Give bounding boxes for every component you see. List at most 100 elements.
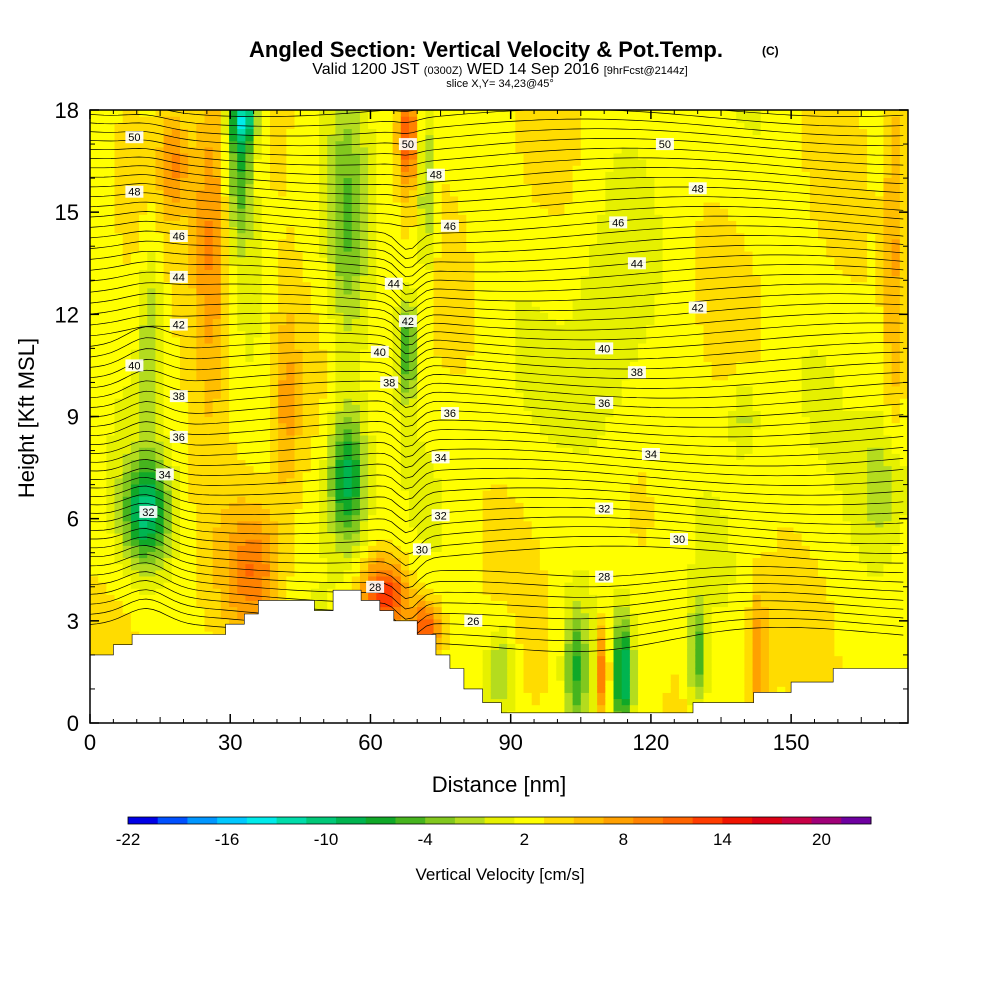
velocity-cell [220,575,230,583]
velocity-cell [294,502,304,510]
velocity-cell [409,416,418,424]
velocity-cell [229,140,238,148]
velocity-cell [130,465,140,473]
velocity-cell [425,250,435,258]
velocity-cell [278,257,287,264]
velocity-cell [286,483,296,491]
velocity-cell [212,545,222,552]
velocity-cell [269,569,279,577]
velocity-cell [392,177,402,185]
velocity-cell [114,582,124,589]
velocity-cell [269,526,279,534]
velocity-cell [163,349,173,356]
velocity-cell [302,250,312,258]
velocity-cell [122,606,132,614]
velocity-cell [229,563,238,571]
velocity-cell [335,183,345,191]
velocity-cell [376,226,386,234]
velocity-cell [188,281,197,289]
velocity-cell [482,183,492,191]
velocity-cell [98,410,107,418]
velocity-cell [212,588,222,595]
velocity-cell [474,680,484,687]
velocity-cell [310,361,320,369]
velocity-cell [302,582,312,589]
velocity-cell [229,373,238,381]
velocity-cell [319,214,328,221]
velocity-cell [368,183,377,191]
velocity-cell [351,428,361,436]
velocity-cell [90,189,99,197]
velocity-cell [122,250,132,258]
velocity-cell [384,600,394,608]
velocity-cell [319,250,328,258]
velocity-cell [351,434,361,442]
velocity-cell [130,373,140,381]
velocity-cell [327,447,336,454]
velocity-cell [229,226,238,234]
velocity-cell [327,483,336,491]
velocity-cell [409,300,418,307]
velocity-cell [196,502,206,510]
velocity-cell [302,410,312,418]
velocity-cell [212,490,222,497]
velocity-cell [114,263,124,270]
velocity-cell [278,410,287,418]
velocity-cell [139,165,148,172]
velocity-cell [278,244,287,252]
velocity-cell [368,330,377,338]
velocity-cell [196,152,206,160]
velocity-cell [245,336,255,344]
velocity-cell [163,250,173,258]
velocity-cell [384,575,394,583]
velocity-cell [458,349,467,356]
velocity-cell [392,483,402,491]
velocity-cell [351,539,361,546]
velocity-cell [245,165,255,172]
velocity-cell [196,612,206,620]
velocity-cell [482,152,492,160]
velocity-cell [163,214,173,221]
velocity-cell [294,422,304,430]
velocity-cell [122,569,132,577]
velocity-cell [179,287,189,295]
velocity-cell [204,336,214,344]
velocity-cell [90,134,99,142]
velocity-cell [278,496,287,503]
velocity-cell [163,208,173,215]
velocity-cell [351,140,361,148]
velocity-cell [482,483,492,491]
velocity-cell [417,508,426,516]
velocity-cell [335,306,345,313]
velocity-cell [122,594,132,601]
velocity-cell [261,422,271,430]
velocity-cell [425,490,435,497]
velocity-cell [122,287,132,295]
velocity-cell [90,385,99,393]
velocity-cell [409,177,418,185]
velocity-cell [139,502,148,510]
velocity-cell [106,447,116,454]
velocity-cell [490,692,500,700]
velocity-cell [466,361,476,369]
velocity-cell [466,244,476,252]
velocity-cell [302,214,312,221]
velocity-cell [106,477,116,485]
velocity-cell [490,631,500,638]
velocity-cell [294,208,304,215]
velocity-cell [449,116,459,123]
velocity-cell [253,349,263,356]
velocity-cell [384,238,394,246]
velocity-cell [441,263,451,270]
velocity-cell [155,349,165,356]
velocity-cell [188,422,197,430]
velocity-cell [490,588,500,595]
velocity-cell [441,293,451,301]
velocity-cell [114,152,124,160]
velocity-cell [204,342,214,350]
velocity-cell [335,244,345,252]
velocity-cell [409,508,418,516]
velocity-cell [392,189,402,197]
velocity-cell [196,257,206,264]
velocity-cell [310,220,320,228]
